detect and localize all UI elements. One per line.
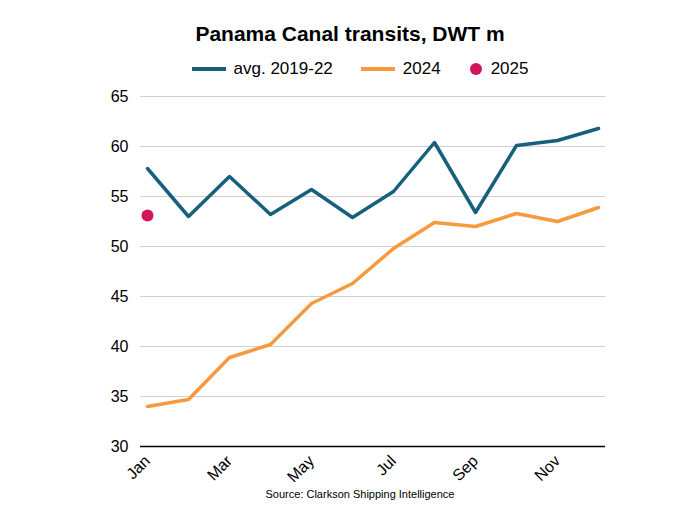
svg-text:50: 50 (111, 238, 129, 255)
svg-text:Jan: Jan (123, 452, 153, 482)
svg-text:Jul: Jul (373, 452, 399, 478)
html-text:Source: Clarkson Shipping Inte: Source: Clarkson Shipping Intelligence (265, 488, 455, 500)
svg-text:65: 65 (111, 88, 129, 105)
svg-text:40: 40 (111, 338, 129, 355)
svg-text:35: 35 (111, 388, 129, 405)
html-text:avg. 2019-22: avg. 2019-22 (233, 59, 333, 78)
svg-text:30: 30 (111, 438, 129, 455)
svg-text:Sep: Sep (449, 452, 481, 484)
svg-text:45: 45 (111, 288, 129, 305)
svg-text:Nov: Nov (531, 452, 563, 484)
html-text:2024: 2024 (402, 59, 441, 78)
svg-text:Mar: Mar (204, 452, 236, 484)
html-text:2025: 2025 (490, 59, 529, 78)
svg-text:55: 55 (111, 188, 129, 205)
html-text:Panama Canal transits, DWT m: Panama Canal transits, DWT m (195, 22, 505, 45)
svg-text:60: 60 (111, 138, 129, 155)
svg-text:May: May (284, 452, 317, 485)
